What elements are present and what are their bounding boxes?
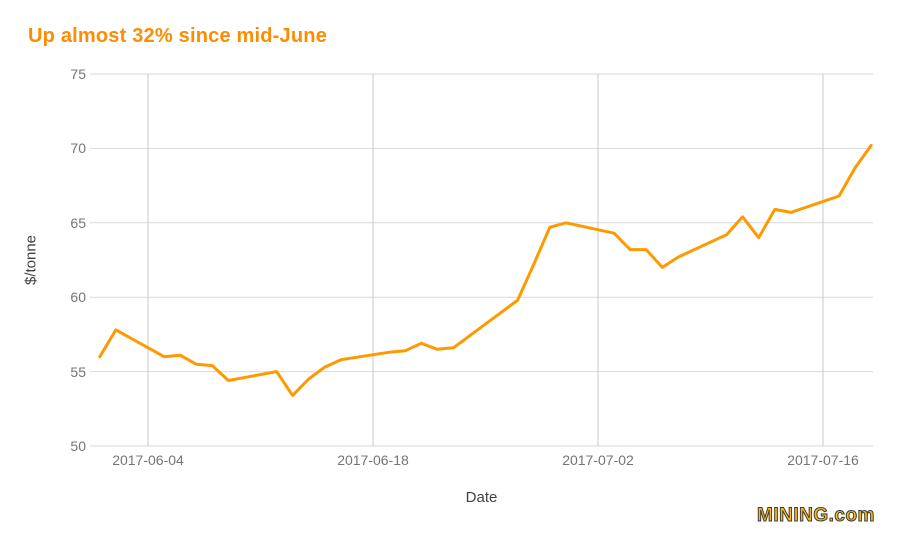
chart-title: Up almost 32% since mid-June bbox=[28, 25, 328, 47]
x-tick-label: 2017-06-18 bbox=[337, 452, 409, 468]
price-line-series bbox=[98, 143, 873, 397]
y-tick-label: 60 bbox=[70, 289, 86, 306]
x-tick-label: 2017-07-02 bbox=[562, 452, 634, 468]
x-tick-label: 2017-07-16 bbox=[787, 452, 859, 468]
y-tick-label: 50 bbox=[70, 438, 86, 454]
x-axis-title: Date bbox=[465, 489, 498, 506]
y-tick-label: 70 bbox=[70, 140, 86, 157]
mining-com-logo: MINING.com bbox=[757, 505, 875, 527]
y-tick-label: 65 bbox=[70, 214, 86, 231]
x-tick-label: 2017-06-04 bbox=[112, 452, 184, 468]
y-tick-label: 75 bbox=[70, 66, 86, 82]
y-tick-label: 55 bbox=[70, 363, 86, 380]
y-axis-title: $/tonne bbox=[22, 234, 40, 286]
